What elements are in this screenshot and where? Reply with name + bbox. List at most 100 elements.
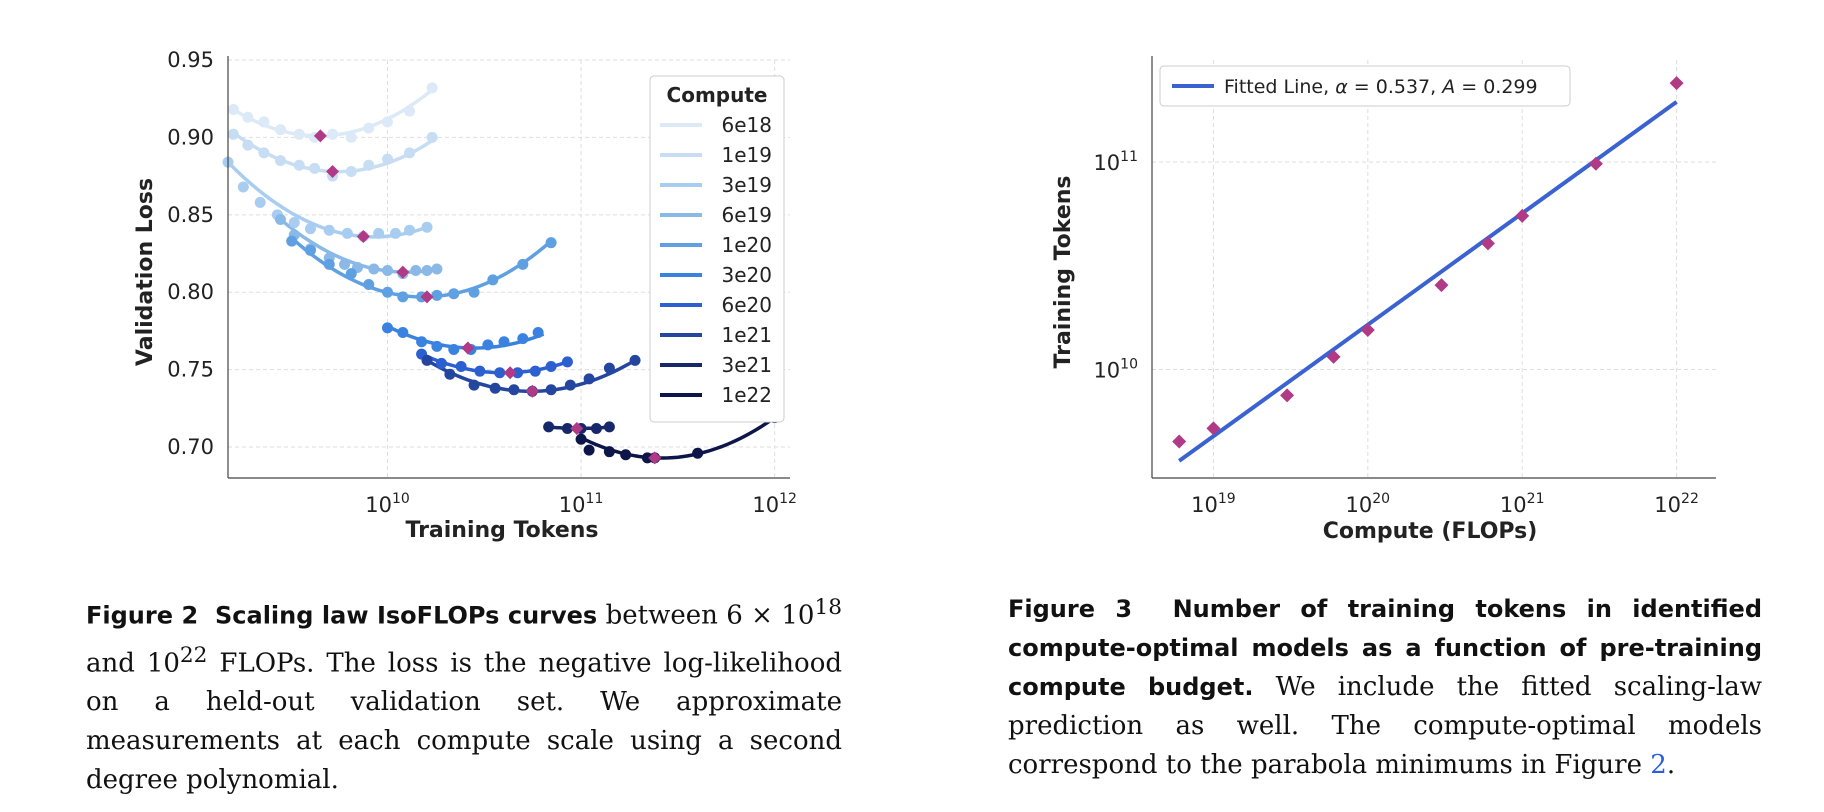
optimum-marker-3e19 [356,229,370,243]
optimum-marker-3e21 [570,421,584,435]
data-point-1e20 [448,288,460,300]
data-point-1e20 [397,291,409,303]
x-axis-label: Training Tokens [405,518,598,543]
data-point-1e19 [381,153,393,165]
optimal-point [1360,322,1375,337]
fitted-line [1178,100,1678,463]
x-tick-label: 1010 [365,491,410,517]
optimum-marker-6e19 [396,265,410,279]
data-point-1e20 [517,258,529,270]
figure-2-text-a: between 6 × 10 [597,600,815,631]
data-point-1e19 [274,155,286,167]
y-tick-label: 1011 [1093,149,1138,175]
optimal-point [1480,236,1495,251]
optimal-point [1326,349,1341,364]
data-point-1e22 [620,449,632,461]
figure-2-reference-link[interactable]: 2 [1650,750,1667,780]
data-point-1e20 [381,286,393,298]
data-point-6e20 [529,365,541,377]
isoflops-chart: 0.70 0.75 0.80 0.85 0.90 0.95 1010 1011 1012 Tra… [133,48,797,543]
x-tick-label: 1020 [1346,491,1391,517]
data-point-3e21 [543,421,555,433]
data-point-1e21 [603,362,615,374]
optimum-marker-1e21 [525,384,539,398]
figure-2-text-b: and 10 [86,648,180,679]
optimum-marker-3e20 [461,341,475,355]
data-point-3e20 [482,339,494,351]
data-point-3e21 [603,421,615,433]
data-point-1e19 [363,159,375,171]
data-point-1e19 [345,165,357,177]
data-point-1e20 [468,286,480,298]
data-point-3e20 [517,333,529,345]
data-point-3e19 [421,221,433,233]
x-tick-label: 1021 [1500,491,1545,517]
y-tick-label: 1010 [1093,356,1138,382]
data-point-1e20 [431,289,443,301]
figure-2-label: Figure 2 [86,601,199,630]
tick-labels: 0.70 0.75 0.80 0.85 0.90 0.95 1010 1011 1012 [167,48,797,517]
data-point-6e18 [274,124,286,136]
data-point-1e22 [692,447,704,459]
data-point-6e19 [339,258,351,270]
y-tick-label: 0.95 [167,48,214,72]
legend-label-3e20: 3e20 [722,263,772,287]
data-point-3e20 [448,344,460,356]
legend-label-3e19: 3e19 [722,173,772,197]
tick-labels: 1010 1011 1019 1020 1021 1022 [1093,149,1698,517]
data-point-3e19 [373,227,385,239]
optimum-marker-6e18 [313,129,327,143]
figure-3-text-b: . [1666,750,1676,780]
data-point-1e20 [286,235,298,247]
data-point-6e20 [561,356,573,368]
data-point-3e19 [404,224,416,236]
optimum-marker-1e19 [326,164,340,178]
data-point-6e20 [435,357,447,369]
fitted-line-path [1178,100,1678,463]
legend-box [1159,65,1571,107]
figure-3-text-a: We include the fitted scaling-law predic… [1008,672,1762,780]
data-point-1e21 [629,354,641,366]
data-point-3e19 [237,181,249,193]
x-tick-label: 1019 [1191,491,1236,517]
grid-lines [1152,60,1716,478]
data-point-6e18 [227,104,239,116]
data-point-6e20 [474,365,486,377]
data-point-3e21 [590,422,602,434]
data-point-6e18 [327,128,339,140]
optimal-point [1669,76,1684,91]
data-point-6e18 [293,128,305,140]
data-point-1e20 [545,237,557,249]
figure-2-sup-a: 18 [814,595,842,620]
data-point-1e19 [242,139,254,151]
data-point-3e19 [390,227,402,239]
optimum-markers [313,129,662,465]
legend-label-1e21: 1e21 [722,323,772,347]
data-point-6e20 [512,367,524,379]
data-point-3e19 [341,227,353,239]
y-tick-label: 0.80 [167,280,214,304]
x-tick-label: 1011 [559,491,604,517]
y-axis-label: Training Tokens [1051,175,1076,368]
optimum-marker-6e20 [503,366,517,380]
figure-2-sup-b: 22 [179,642,208,668]
data-point-6e20 [494,367,506,379]
data-point-6e18 [258,116,270,128]
optimum-marker-1e22 [648,451,662,465]
data-point-1e21 [583,373,595,385]
legend: Fitted Line, α = 0.537, A = 0.299 [1159,65,1571,107]
data-point-6e18 [345,131,357,143]
data-point-1e19 [309,162,321,174]
data-point-3e20 [498,336,510,348]
data-point-1e20 [345,268,357,280]
optimal-point [1434,278,1449,293]
data-point-6e19 [368,263,380,275]
data-point-3e20 [381,322,393,334]
legend-label-1e22: 1e22 [722,383,772,407]
data-points [222,82,781,464]
data-point-3e19 [323,224,335,236]
data-point-1e22 [583,444,595,456]
data-point-6e18 [242,111,254,123]
figure-3-caption: Figure 3 Number of training tokens in id… [1008,590,1762,785]
x-axis-label: Compute (FLOPs) [1323,519,1538,544]
